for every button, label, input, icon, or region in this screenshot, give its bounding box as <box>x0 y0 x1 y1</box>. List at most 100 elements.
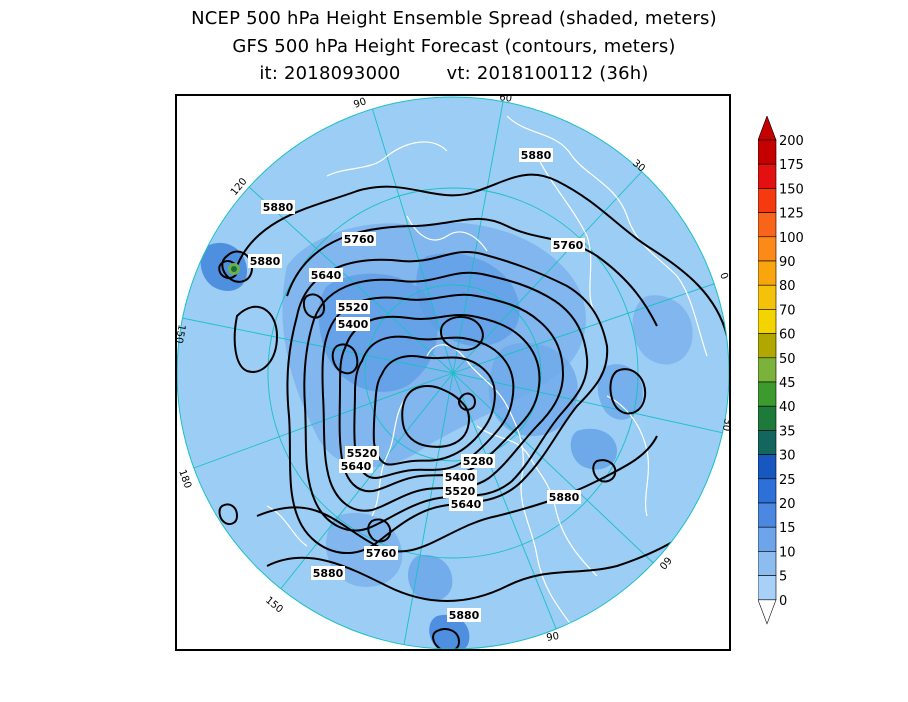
svg-text:5760: 5760 <box>344 233 375 246</box>
contour-label: 5880 <box>519 148 553 162</box>
contour-label: 5760 <box>342 232 376 246</box>
contour-label: 5640 <box>339 459 373 473</box>
colorbar-label: 150 <box>779 182 804 197</box>
colorbar-label: 30 <box>779 449 796 464</box>
height-contours <box>218 173 728 649</box>
svg-text:5400: 5400 <box>445 471 476 484</box>
svg-text:5640: 5640 <box>341 460 372 473</box>
svg-text:5880: 5880 <box>263 201 294 214</box>
svg-text:5760: 5760 <box>366 547 397 560</box>
chart-subtitle: GFS 500 hPa Height Forecast (contours, m… <box>232 36 676 57</box>
time-line: it: 2018093000 vt: 2018100112 (36h) <box>0 63 908 84</box>
colorbar-swatch <box>758 526 777 552</box>
colorbar-top-arrow <box>758 116 777 141</box>
contour-label-group: 5880 5880 5880 5760 5760 5640 5520 5400 … <box>248 148 585 622</box>
colorbar-swatch <box>758 430 777 455</box>
svg-text:5640: 5640 <box>311 269 342 282</box>
colorbar-swatch <box>758 284 777 310</box>
colorbar-label: 175 <box>779 158 804 173</box>
colorbar-label: 70 <box>779 303 796 318</box>
colorbar-swatch <box>758 333 777 359</box>
colorbar-label: 200 <box>779 134 804 149</box>
svg-text:5280: 5280 <box>463 455 494 468</box>
longitude-label: 90 <box>546 631 560 644</box>
colorbar-swatch <box>758 454 777 480</box>
chart-title: NCEP 500 hPa Height Ensemble Spread (sha… <box>191 8 717 29</box>
polar-map: 5880 5880 5880 5760 5760 5640 5520 5400 … <box>177 96 729 649</box>
colorbar-bottom-arrow <box>758 599 777 625</box>
svg-text:5880: 5880 <box>549 491 580 504</box>
colorbar-label: 15 <box>779 521 796 536</box>
colorbar-label: 35 <box>779 424 796 439</box>
colorbar-swatch <box>758 502 777 528</box>
contour-label: 5520 <box>345 446 379 460</box>
longitude-label: 60 <box>499 96 513 105</box>
colorbar-label: 5 <box>779 570 787 585</box>
svg-text:5880: 5880 <box>449 609 480 622</box>
colorbar-swatch <box>758 163 777 189</box>
contour-label: 5520 <box>443 484 477 498</box>
contour-label: 5520 <box>336 300 370 314</box>
svg-text:5880: 5880 <box>250 255 281 268</box>
contour-label: 5880 <box>248 254 282 268</box>
svg-text:5520: 5520 <box>338 301 369 314</box>
colorbar-label: 10 <box>779 545 796 560</box>
colorbar-label: 125 <box>779 207 804 222</box>
colorbar-swatch <box>758 188 777 213</box>
colorbar-label: 90 <box>779 255 796 270</box>
contour-label: 5880 <box>311 566 345 580</box>
contour-label: 5760 <box>364 546 398 560</box>
colorbar-label: 100 <box>779 231 804 246</box>
map-disk-outline <box>177 96 729 649</box>
colorbar-label: 60 <box>779 328 796 343</box>
contour-label: 5880 <box>547 490 581 504</box>
colorbar-swatch <box>758 381 777 407</box>
colorbar-boxes <box>758 116 777 625</box>
colorbar-swatch <box>758 309 777 334</box>
svg-text:5520: 5520 <box>445 485 476 498</box>
contour-label: 5400 <box>336 317 370 331</box>
longitude-label-group: 60 30 0 30 60 90 120 150 180 150 120 90 <box>177 96 729 644</box>
colorbar-swatch <box>758 212 777 238</box>
contour-label: 5400 <box>443 470 477 484</box>
colorbar-swatch <box>758 551 777 576</box>
contour-label: 5640 <box>309 268 343 282</box>
colorbar-labels: 2001751501251009080706050454035302520151… <box>779 134 804 609</box>
colorbar-label: 50 <box>779 352 796 367</box>
colorbar-swatch <box>758 575 777 601</box>
colorbar-swatch <box>758 405 777 431</box>
valid-time-label: vt: 2018100112 (36h) <box>446 63 649 84</box>
svg-text:5400: 5400 <box>338 318 369 331</box>
colorbar-label: 0 <box>779 594 787 609</box>
colorbar-swatch <box>758 357 777 383</box>
colorbar-label: 40 <box>779 400 796 415</box>
contour-label: 5280 <box>461 454 495 468</box>
colorbar-swatch <box>758 478 777 504</box>
graticule <box>177 97 729 649</box>
colorbar-swatch <box>758 260 777 286</box>
map-panel: 5880 5880 5880 5760 5760 5640 5520 5400 … <box>175 94 731 651</box>
colorbar-label: 20 <box>779 497 796 512</box>
contour-label: 5880 <box>261 200 295 214</box>
colorbar: 2001751501251009080706050454035302520151… <box>758 116 804 625</box>
contour-label: 5640 <box>449 497 483 511</box>
svg-text:5520: 5520 <box>347 447 378 460</box>
longitude-label: 150 <box>177 323 187 344</box>
init-time-label: it: 2018093000 <box>259 63 401 84</box>
longitude-label: 150 <box>263 595 285 616</box>
colorbar-swatch <box>758 236 777 262</box>
longitude-label: 30 <box>720 417 729 431</box>
colorbar-label: 45 <box>779 376 796 391</box>
colorbar-label: 25 <box>779 473 796 488</box>
svg-text:5880: 5880 <box>313 567 344 580</box>
spread-hotspot-core <box>231 266 237 272</box>
colorbar-swatch <box>758 139 777 165</box>
svg-text:5880: 5880 <box>521 149 552 162</box>
colorbar-label: 80 <box>779 279 796 294</box>
contour-label: 5880 <box>447 608 481 622</box>
longitude-label: 90 <box>352 96 368 111</box>
svg-text:5760: 5760 <box>553 239 584 252</box>
svg-text:5640: 5640 <box>451 498 482 511</box>
contour-label: 5760 <box>551 238 585 252</box>
longitude-label: 0 <box>717 271 729 281</box>
